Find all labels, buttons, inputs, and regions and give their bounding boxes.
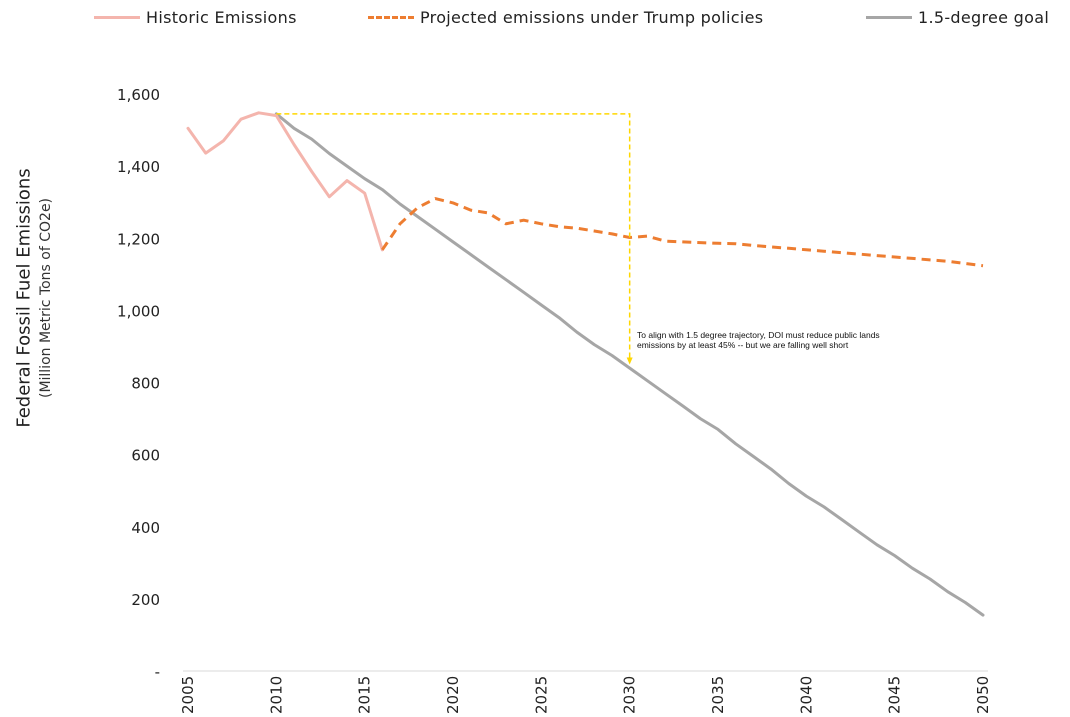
legend: Historic Emissions Projected emissions u…	[0, 8, 1070, 38]
y-axis-title-sub: (Million Metric Tons of CO2e)	[38, 197, 54, 399]
legend-label-projected: Projected emissions under Trump policies	[420, 8, 764, 27]
annotation-text: To align with 1.5 degree trajectory, DOI…	[637, 330, 880, 350]
legend-item-historic: Historic Emissions	[94, 8, 297, 27]
y-tick-label: 1,400	[117, 158, 160, 176]
series-lines	[186, 111, 985, 617]
legend-label-historic: Historic Emissions	[146, 8, 297, 27]
annotation-bracket	[276, 113, 633, 365]
y-tick-label: 1,600	[117, 86, 160, 104]
annotation-arrow-head	[626, 357, 633, 365]
legend-item-goal: 1.5-degree goal	[866, 8, 1049, 27]
legend-swatch-projected	[368, 16, 414, 19]
y-tick-label: -	[155, 663, 160, 681]
x-tick-label: 2035	[709, 676, 727, 714]
y-tick-label: 600	[131, 447, 160, 465]
y-axis-title: Federal Fossil Fuel Emissions (Million M…	[0, 0, 70, 717]
y-tick-label: 1,200	[117, 230, 160, 248]
annotation-bracket-line	[276, 113, 631, 359]
y-tick-label: 800	[131, 375, 160, 393]
legend-label-goal: 1.5-degree goal	[918, 8, 1050, 27]
y-tick-label: 400	[131, 519, 160, 537]
x-tick-label: 2050	[974, 676, 992, 714]
x-tick-label: 2025	[532, 676, 550, 714]
y-axis-title-main: Federal Fossil Fuel Emissions	[13, 168, 35, 428]
series-line-historic	[186, 111, 384, 252]
x-tick-label: 2015	[356, 676, 374, 714]
x-tick-label: 2020	[444, 676, 462, 714]
x-axis: 2005 2010 2015 2020 2025 2030 2035 2040 2045 2050	[179, 670, 992, 714]
legend-swatch-goal	[866, 16, 912, 19]
legend-item-projected: Projected emissions under Trump policies	[368, 8, 763, 27]
y-axis: - 200 400 600 800 1,000 1,200 1,400 1,600	[117, 86, 160, 681]
x-tick-label: 2030	[621, 676, 639, 714]
series-line-goal	[274, 112, 985, 617]
x-tick-label: 2005	[179, 676, 197, 714]
y-tick-label: 1,000	[117, 302, 160, 320]
legend-swatch-historic	[94, 16, 140, 19]
x-tick-label: 2040	[797, 676, 815, 714]
series-line-projected	[381, 197, 984, 268]
y-tick-label: 200	[131, 591, 160, 609]
x-tick-label: 2045	[886, 676, 904, 714]
x-tick-label: 2010	[267, 676, 285, 714]
